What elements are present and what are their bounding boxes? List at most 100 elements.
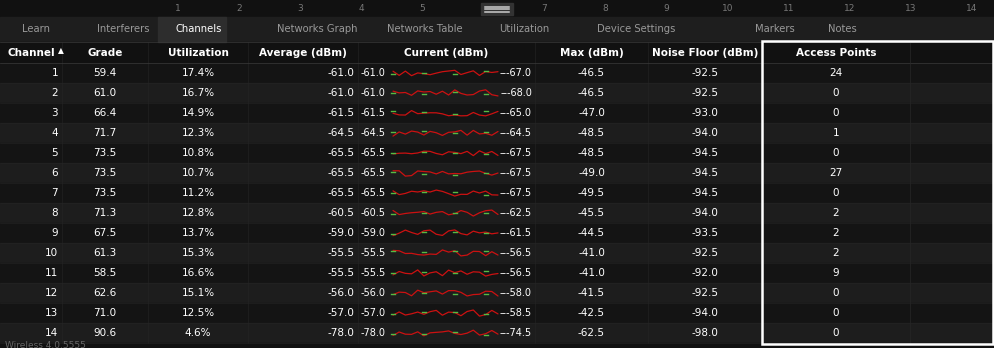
- Text: 58.5: 58.5: [93, 268, 116, 278]
- Text: 71.0: 71.0: [93, 308, 116, 318]
- Text: 73.5: 73.5: [93, 188, 116, 198]
- Text: ---64.5: ---64.5: [500, 128, 532, 138]
- Text: 3: 3: [297, 4, 303, 13]
- Text: 6: 6: [480, 4, 486, 13]
- Bar: [0, 243, 994, 263]
- Text: 2: 2: [832, 208, 839, 218]
- Text: -65.5: -65.5: [361, 168, 386, 178]
- Text: 4: 4: [52, 128, 58, 138]
- Text: 61.3: 61.3: [93, 248, 116, 258]
- Bar: [0, 323, 994, 343]
- Text: 15.3%: 15.3%: [181, 248, 215, 258]
- Text: 67.5: 67.5: [93, 228, 116, 238]
- Text: Interferers: Interferers: [96, 24, 149, 34]
- Text: -56.0: -56.0: [327, 288, 354, 298]
- Text: 5: 5: [419, 4, 424, 13]
- Text: 8: 8: [52, 208, 58, 218]
- Text: 14.9%: 14.9%: [181, 108, 215, 118]
- Text: Channels: Channels: [175, 24, 221, 34]
- Text: ---58.5: ---58.5: [499, 308, 532, 318]
- Text: -55.5: -55.5: [327, 268, 354, 278]
- Text: 9: 9: [832, 268, 839, 278]
- Text: -55.5: -55.5: [361, 248, 386, 258]
- Text: Current (dBm): Current (dBm): [404, 47, 488, 57]
- Text: -59.0: -59.0: [361, 228, 386, 238]
- Text: -61.0: -61.0: [327, 68, 354, 78]
- Text: 71.3: 71.3: [93, 208, 116, 218]
- Text: -64.5: -64.5: [327, 128, 354, 138]
- Text: ---67.0: ---67.0: [500, 68, 532, 78]
- Text: -62.5: -62.5: [578, 328, 604, 338]
- Text: 66.4: 66.4: [93, 108, 116, 118]
- Text: -49.5: -49.5: [578, 188, 604, 198]
- Text: Average (dBm): Average (dBm): [258, 47, 347, 57]
- Text: Networks Table: Networks Table: [387, 24, 462, 34]
- Text: -98.0: -98.0: [691, 328, 718, 338]
- Text: Utilization: Utilization: [167, 47, 229, 57]
- Text: -65.5: -65.5: [327, 148, 354, 158]
- Text: ▲: ▲: [58, 47, 64, 55]
- Text: -94.5: -94.5: [691, 188, 718, 198]
- Bar: [0, 183, 994, 203]
- Text: Markers: Markers: [754, 24, 794, 34]
- Text: 2: 2: [236, 4, 242, 13]
- Bar: [761, 41, 992, 344]
- Bar: [0, 203, 994, 223]
- Text: 73.5: 73.5: [93, 148, 116, 158]
- Text: -92.5: -92.5: [691, 248, 718, 258]
- Text: 14: 14: [45, 328, 58, 338]
- Text: Channel: Channel: [7, 47, 55, 57]
- Text: 0: 0: [832, 148, 838, 158]
- Bar: [0, 143, 994, 163]
- Text: 12.3%: 12.3%: [181, 128, 215, 138]
- Bar: [0, 163, 994, 183]
- Text: -61.0: -61.0: [361, 68, 386, 78]
- Text: 15.1%: 15.1%: [181, 288, 215, 298]
- Text: 11: 11: [45, 268, 58, 278]
- Text: 17.4%: 17.4%: [181, 68, 215, 78]
- Text: 62.6: 62.6: [93, 288, 116, 298]
- Text: -57.0: -57.0: [361, 308, 386, 318]
- Text: 7: 7: [52, 188, 58, 198]
- Text: 9: 9: [52, 228, 58, 238]
- Text: -78.0: -78.0: [361, 328, 386, 338]
- Text: 13: 13: [45, 308, 58, 318]
- Text: ---68.0: ---68.0: [500, 88, 532, 98]
- Text: Learn: Learn: [22, 24, 50, 34]
- Text: -41.5: -41.5: [578, 288, 604, 298]
- Text: -44.5: -44.5: [578, 228, 604, 238]
- Text: -64.5: -64.5: [361, 128, 386, 138]
- Text: 2: 2: [52, 88, 58, 98]
- Text: 1: 1: [52, 68, 58, 78]
- Text: 10: 10: [45, 248, 58, 258]
- Text: -65.5: -65.5: [327, 188, 354, 198]
- Bar: [0, 63, 994, 83]
- Text: ---67.5: ---67.5: [499, 188, 532, 198]
- Text: 5: 5: [52, 148, 58, 158]
- Text: 11: 11: [782, 4, 794, 13]
- Text: -92.0: -92.0: [691, 268, 718, 278]
- Text: -65.5: -65.5: [361, 148, 386, 158]
- Text: -78.0: -78.0: [327, 328, 354, 338]
- Text: 11.2%: 11.2%: [181, 188, 215, 198]
- Text: -94.0: -94.0: [691, 308, 718, 318]
- Text: 2: 2: [832, 248, 839, 258]
- Text: 71.7: 71.7: [93, 128, 116, 138]
- Text: -49.0: -49.0: [578, 168, 604, 178]
- Text: -41.0: -41.0: [578, 268, 604, 278]
- Text: -61.0: -61.0: [327, 88, 354, 98]
- Text: -94.5: -94.5: [691, 168, 718, 178]
- Text: 6: 6: [52, 168, 58, 178]
- Bar: [0, 103, 994, 123]
- Text: -48.5: -48.5: [578, 128, 604, 138]
- Text: 8: 8: [602, 4, 607, 13]
- Text: 90.6: 90.6: [93, 328, 116, 338]
- Text: Access Points: Access Points: [795, 47, 876, 57]
- Text: -47.0: -47.0: [578, 108, 604, 118]
- Text: -65.5: -65.5: [361, 188, 386, 198]
- Bar: [0, 0, 994, 17]
- Text: -45.5: -45.5: [578, 208, 604, 218]
- Text: 27: 27: [829, 168, 842, 178]
- Text: -55.5: -55.5: [361, 268, 386, 278]
- Text: 0: 0: [832, 108, 838, 118]
